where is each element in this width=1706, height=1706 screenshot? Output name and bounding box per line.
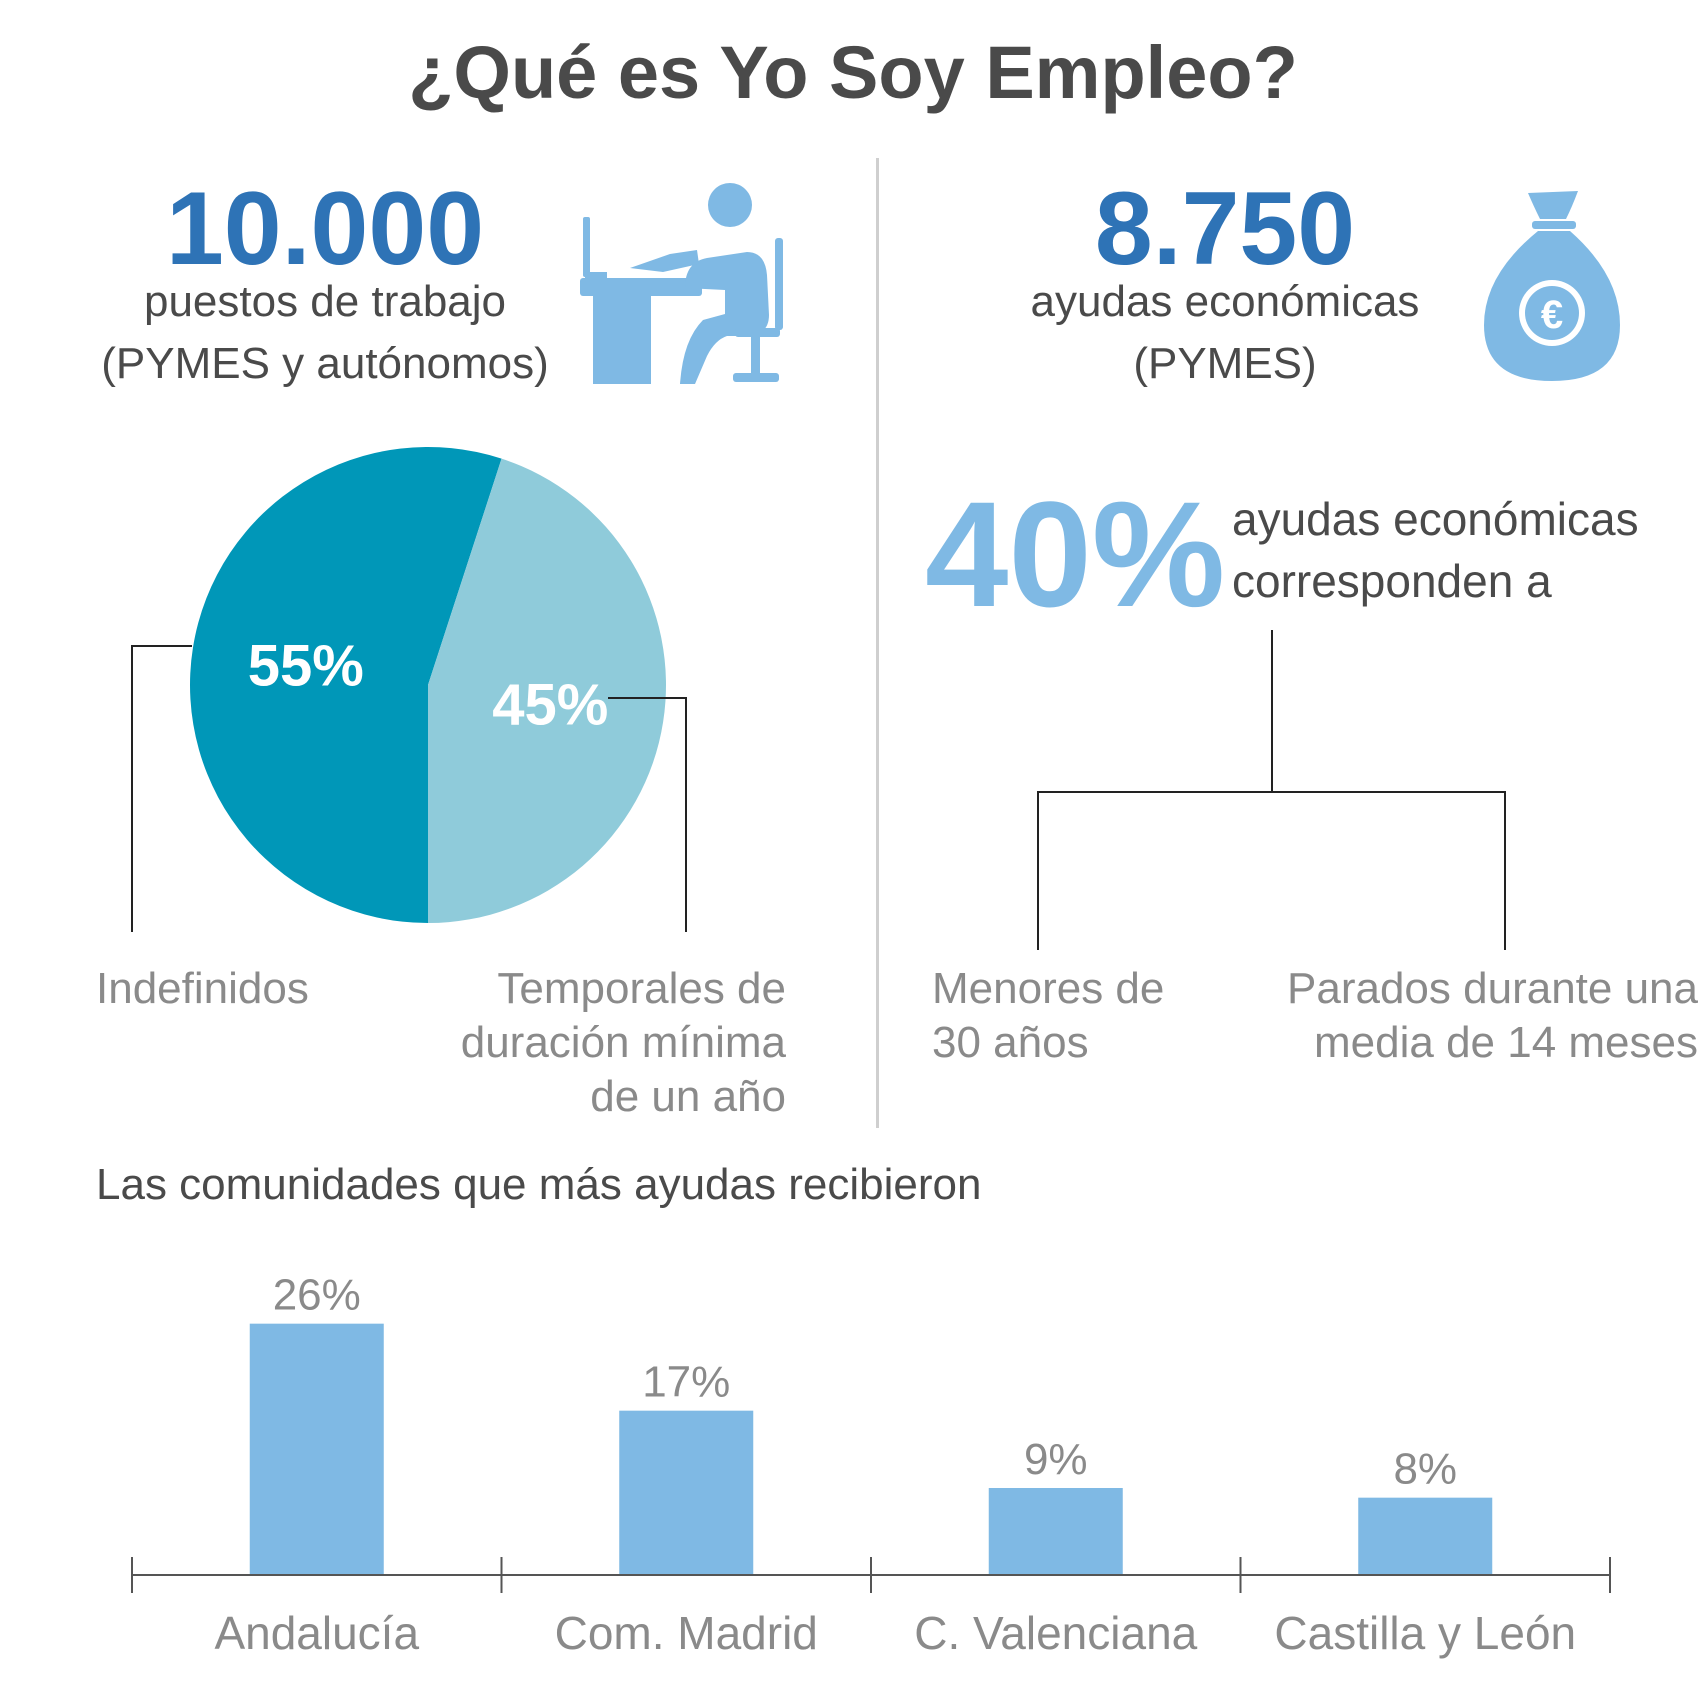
branch-label-unemployed-line1: Parados durante una [1287, 964, 1698, 1013]
bar-value-label-4: 8% [1393, 1445, 1457, 1494]
aid-line1: ayudas económicas [1030, 277, 1420, 326]
bar-value-label-3: 9% [1024, 1435, 1088, 1484]
aid-line2: (PYMES) [1133, 339, 1317, 388]
pie-label-temporales-line1: Temporales de [497, 964, 786, 1013]
branch-label-young: Menores de 30 años [932, 962, 1164, 1070]
pie-chart: 55% 45% [131, 447, 687, 932]
pie-label-temporales: Temporales de duración mínima de un año [380, 962, 786, 1124]
bar-category-label-1: Andalucía [214, 1607, 419, 1659]
pie-slice-1 [189, 447, 502, 923]
pie-slice-2 [428, 458, 666, 923]
pie-slice-label-1: 55% [248, 634, 364, 699]
bar-3 [988, 1488, 1123, 1575]
money-bag-euro-icon: € [1484, 191, 1620, 381]
leader-line-right [608, 697, 687, 932]
office-worker-icon [580, 183, 783, 384]
aid-number: 8.750 [1094, 171, 1356, 287]
bar-chart-title: Las comunidades que más ayudas recibiero… [96, 1160, 982, 1209]
bar-category-label-4: Castilla y León [1274, 1607, 1576, 1659]
bar-1 [249, 1323, 384, 1575]
branch-connector [1037, 630, 1506, 950]
branch-label-unemployed-line2: media de 14 meses [1314, 1018, 1698, 1067]
svg-text:€: € [1541, 293, 1563, 337]
pie-label-indefinidos: Indefinidos [96, 964, 309, 1013]
vertical-divider [876, 158, 879, 1128]
bar-2 [619, 1410, 754, 1575]
percent-text-line1: ayudas económicas [1232, 493, 1639, 545]
jobs-line2: (PYMES y autónomos) [101, 339, 549, 388]
pie-slice-label-2: 45% [492, 672, 608, 737]
branch-label-young-line2: 30 años [932, 1018, 1089, 1067]
bar-category-label-2: Com. Madrid [555, 1607, 818, 1659]
branch-label-young-line1: Menores de [932, 964, 1165, 1013]
bar-4 [1358, 1497, 1493, 1575]
leader-line-left [131, 645, 192, 932]
page-title: ¿Qué es Yo Soy Empleo? [408, 31, 1298, 114]
jobs-number: 10.000 [165, 171, 485, 287]
percent-text-line2: corresponden a [1232, 555, 1552, 607]
bar-value-label-1: 26% [273, 1271, 361, 1320]
bar-chart: 26% Andalucía 17% Com. Madrid 9% C. Valencian… [131, 1271, 1611, 1659]
percent-40: 40% [925, 470, 1226, 638]
jobs-line1: puestos de trabajo [143, 277, 507, 326]
pie-label-temporales-line2: duración mínima [460, 1018, 786, 1067]
bar-value-label-2: 17% [642, 1358, 730, 1407]
bar-category-label-3: C. Valenciana [914, 1607, 1197, 1659]
pie-label-temporales-line3: de un año [590, 1072, 786, 1121]
percent-text: ayudas económicas corresponden a [1232, 488, 1639, 612]
branch-label-unemployed: Parados durante una media de 14 meses [1240, 962, 1698, 1070]
